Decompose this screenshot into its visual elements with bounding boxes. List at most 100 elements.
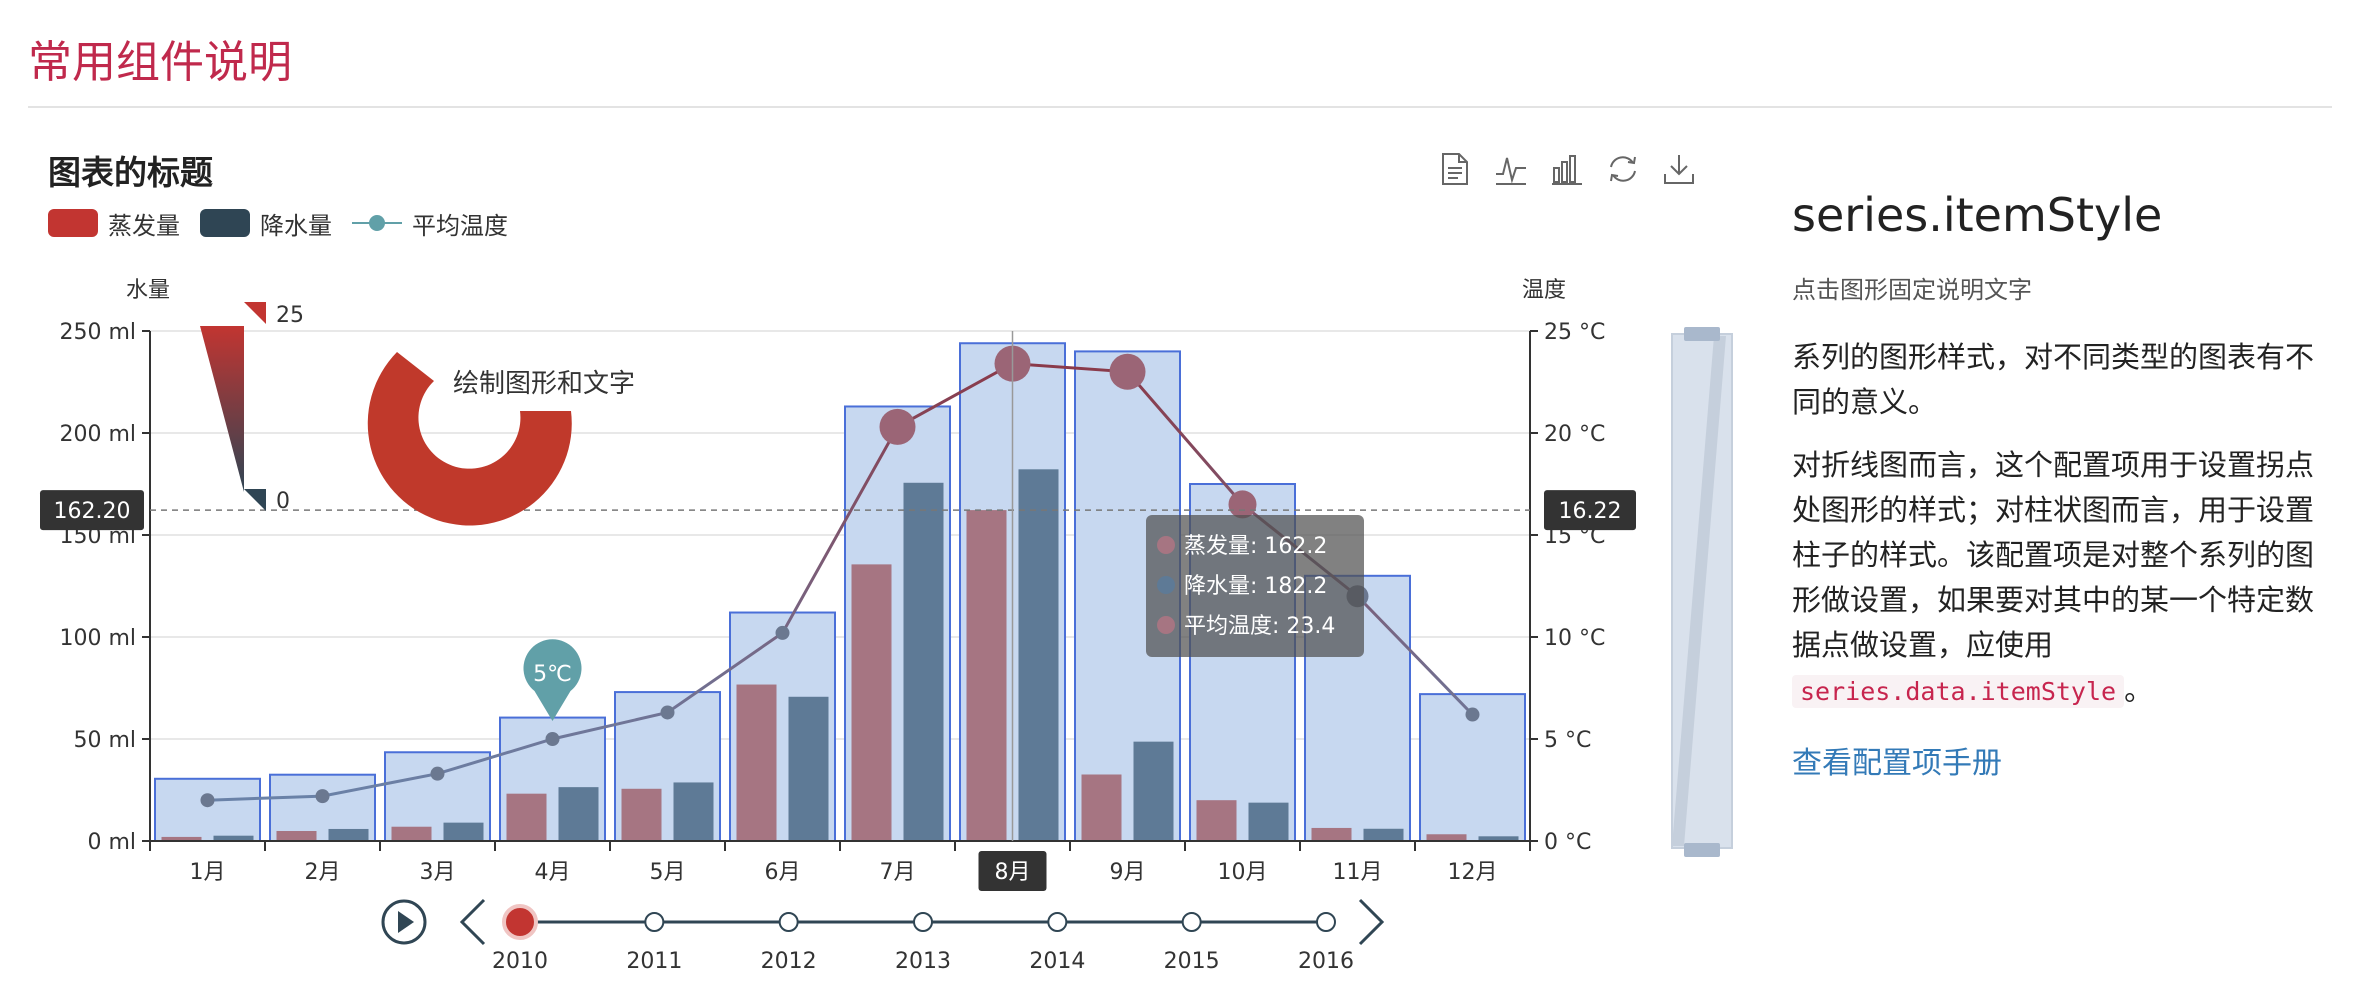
bar-evaporation[interactable] [966, 510, 1007, 841]
play-icon [398, 911, 414, 933]
bar-evaporation[interactable] [1196, 800, 1237, 841]
pointer-label-left-bg [40, 490, 144, 531]
line-chart-icon [1496, 157, 1526, 185]
bar-evaporation[interactable] [851, 564, 892, 841]
visual-map[interactable]: 25 0 [200, 302, 304, 514]
visual-map-bar[interactable] [200, 326, 244, 492]
temperature-point[interactable] [775, 625, 790, 640]
chart-toolbox [1434, 148, 1700, 190]
bar-evaporation[interactable] [1426, 834, 1467, 841]
timeline-point[interactable] [913, 912, 933, 932]
bar-evaporation[interactable] [276, 831, 317, 841]
mark-point-pin[interactable] [523, 639, 582, 721]
x-tick-label: 10月 [1218, 860, 1268, 885]
bar-evaporation[interactable] [1081, 774, 1122, 841]
timeline-point[interactable] [1316, 912, 1336, 932]
timeline-current-point[interactable] [502, 904, 538, 940]
x-tick-label: 3月 [420, 860, 456, 885]
chart-legend: 蒸发量 降水量 平均温度 [48, 206, 508, 241]
temperature-point[interactable] [200, 793, 215, 808]
bar-precipitation[interactable] [213, 835, 254, 841]
visual-map-min-label: 0 [276, 489, 290, 514]
tooltip-line: 蒸发量: 162.2 [1184, 534, 1327, 559]
visual-map-handle-top[interactable] [244, 302, 266, 324]
temperature-point[interactable] [660, 705, 675, 720]
timeline[interactable]: 2010 2011 2012 2013 2014 2015 2016 [381, 898, 1385, 974]
timeline-year-label: 2013 [895, 949, 951, 974]
bar-precipitation[interactable] [673, 782, 714, 841]
visual-map-handle-bottom[interactable] [244, 489, 266, 511]
y-axis-right-name: 温度 [1522, 278, 1566, 303]
legend-item-temperature[interactable]: 平均温度 [352, 206, 508, 241]
y-right-tick-label: 5 °C [1544, 728, 1591, 753]
bar-precipitation[interactable] [443, 822, 484, 841]
bar-series[interactable] [161, 469, 1519, 841]
data-zoom-slider[interactable] [1671, 327, 1733, 857]
manual-link[interactable]: 查看配置项手册 [1792, 746, 2002, 781]
y-left-tick-label: 50 ml [73, 728, 136, 753]
temperature-point[interactable] [879, 408, 916, 445]
graphic-elements: 绘制图形和文字 [367, 352, 635, 526]
x-tick-label: 5月 [650, 860, 686, 885]
temperature-point[interactable] [1228, 490, 1257, 519]
temperature-point[interactable] [315, 789, 330, 804]
timeline-next-icon[interactable] [1358, 898, 1385, 946]
timeline-point[interactable] [778, 912, 799, 932]
bar-precipitation[interactable] [328, 828, 369, 841]
tooltip-box [1146, 515, 1364, 657]
mark-point[interactable]: 5℃ [523, 639, 582, 721]
tooltip: 蒸发量: 162.2 降水量: 182.2 平均温度: 23.4 [1146, 515, 1364, 657]
bar-chart-button[interactable] [1546, 148, 1588, 190]
temperature-point[interactable] [1109, 353, 1146, 390]
timeline-point[interactable] [644, 912, 665, 932]
y-right-tick-label: 10 °C [1544, 626, 1605, 651]
legend-label-evaporation: 蒸发量 [108, 211, 180, 240]
background-bar[interactable] [154, 777, 261, 843]
data-view-icon [1442, 153, 1468, 185]
y-axis-left-name: 水量 [126, 278, 170, 303]
temperature-point[interactable] [430, 766, 445, 781]
timeline-prev-icon[interactable] [459, 898, 486, 946]
bar-precipitation[interactable] [903, 482, 944, 841]
bar-precipitation[interactable] [1478, 836, 1519, 841]
data-view-button[interactable] [1434, 148, 1476, 190]
bar-evaporation[interactable] [1311, 827, 1352, 841]
bar-precipitation[interactable] [558, 787, 599, 841]
page-title: 常用组件说明 [28, 37, 292, 88]
timeline-year-label: 2014 [1029, 949, 1085, 974]
temperature-point[interactable] [1465, 707, 1480, 722]
bar-evaporation[interactable] [161, 836, 202, 841]
play-button[interactable] [381, 899, 427, 945]
bar-precipitation[interactable] [1363, 828, 1404, 841]
x-tick-label: 7月 [880, 860, 916, 885]
legend-item-precipitation[interactable]: 降水量 [200, 206, 332, 241]
bar-evaporation[interactable] [621, 788, 662, 841]
timeline-point[interactable] [1181, 912, 1202, 932]
timeline-point[interactable] [1047, 912, 1068, 932]
pointer-label-right: 16.22 [1559, 499, 1622, 524]
bar-precipitation[interactable] [1248, 802, 1289, 841]
bar-chart-icon [1552, 155, 1582, 185]
side-paragraph-2-end: 。 [2124, 673, 2154, 707]
save-image-button[interactable] [1658, 148, 1700, 190]
legend-swatch-evaporation [48, 209, 98, 237]
bar-evaporation[interactable] [736, 684, 777, 841]
temperature-point[interactable] [545, 732, 560, 746]
bar-evaporation[interactable] [506, 793, 547, 841]
legend-label-precipitation: 降水量 [260, 211, 332, 240]
legend-swatch-temperature [352, 209, 402, 237]
legend-item-evaporation[interactable]: 蒸发量 [48, 206, 180, 241]
pointer-label-right-bg [1544, 490, 1636, 531]
line-chart-button[interactable] [1490, 148, 1532, 190]
zoom-handle-top[interactable] [1684, 327, 1720, 341]
timeline-year-label: 2010 [492, 949, 548, 974]
zoom-handle-bottom[interactable] [1684, 843, 1720, 857]
bar-precipitation[interactable] [1018, 469, 1059, 841]
bar-precipitation[interactable] [1133, 741, 1174, 841]
restore-button[interactable] [1602, 148, 1644, 190]
x-tick-label: 11月 [1333, 860, 1383, 885]
bar-precipitation[interactable] [788, 696, 829, 841]
side-panel: series.itemStyle 点击图形固定说明文字 系列的图形样式，对不同类… [1792, 188, 2332, 782]
bar-evaporation[interactable] [391, 826, 432, 841]
